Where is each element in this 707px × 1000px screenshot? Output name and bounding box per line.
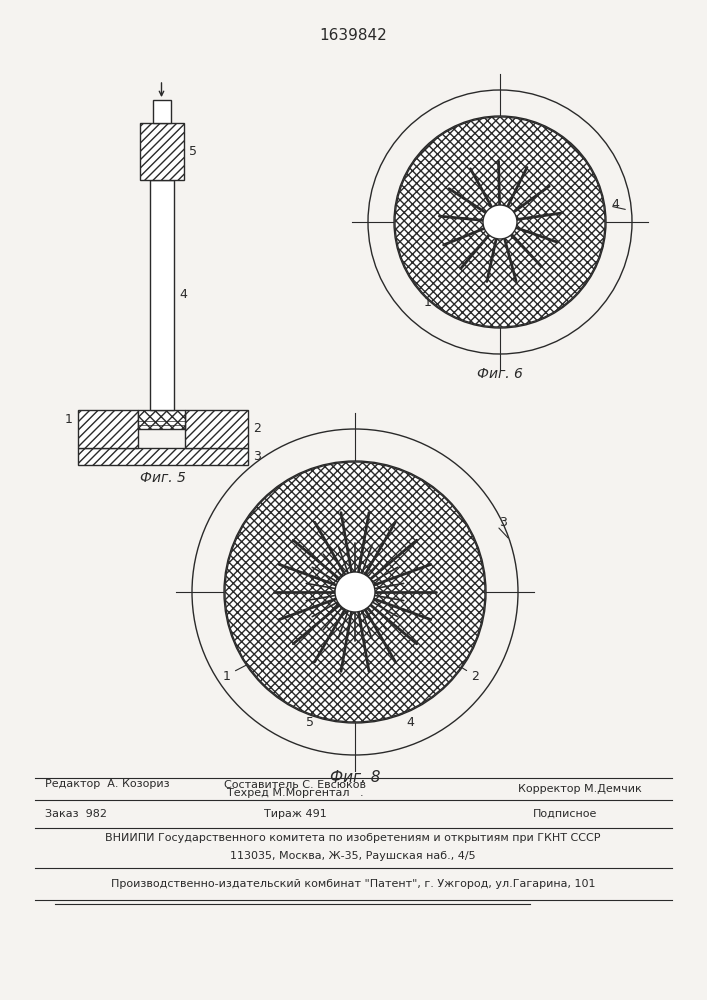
Text: Подписное: Подписное bbox=[533, 809, 597, 819]
Text: 1: 1 bbox=[424, 296, 432, 308]
Polygon shape bbox=[185, 410, 248, 448]
Polygon shape bbox=[139, 123, 184, 180]
Text: 2: 2 bbox=[471, 670, 479, 684]
Text: Редактор  А. Козориз: Редактор А. Козориз bbox=[45, 779, 170, 789]
Text: Заказ  982: Заказ 982 bbox=[45, 809, 107, 819]
Text: Производственно-издательский комбинат "Патент", г. Ужгород, ул.Гагарина, 101: Производственно-издательский комбинат "П… bbox=[111, 879, 595, 889]
Circle shape bbox=[395, 117, 605, 327]
Text: 3: 3 bbox=[253, 450, 261, 463]
Text: Фиг. 8: Фиг. 8 bbox=[329, 770, 380, 784]
Text: Составитель С. Евсюков: Составитель С. Евсюков bbox=[224, 780, 366, 790]
Circle shape bbox=[483, 205, 517, 239]
Text: 4: 4 bbox=[180, 288, 187, 302]
Text: ВНИИПИ Государственного комитета по изобретениям и открытиям при ГКНТ СССР: ВНИИПИ Государственного комитета по изоб… bbox=[105, 833, 601, 843]
Polygon shape bbox=[78, 448, 248, 465]
Polygon shape bbox=[138, 410, 185, 429]
Text: 4: 4 bbox=[406, 716, 414, 728]
Circle shape bbox=[394, 116, 606, 328]
Text: 113035, Москва, Ж-35, Раушская наб., 4/5: 113035, Москва, Ж-35, Раушская наб., 4/5 bbox=[230, 851, 476, 861]
Text: 1639842: 1639842 bbox=[319, 27, 387, 42]
Text: 3: 3 bbox=[499, 516, 507, 528]
Circle shape bbox=[224, 461, 486, 723]
Polygon shape bbox=[153, 100, 170, 123]
Circle shape bbox=[225, 462, 485, 722]
Text: Тираж 491: Тираж 491 bbox=[264, 809, 327, 819]
Circle shape bbox=[335, 572, 375, 612]
Polygon shape bbox=[149, 180, 173, 410]
Polygon shape bbox=[78, 410, 138, 448]
Text: 3: 3 bbox=[596, 237, 604, 250]
Text: Фиг. 5: Фиг. 5 bbox=[140, 471, 186, 485]
Text: Корректор М.Демчик: Корректор М.Демчик bbox=[518, 784, 642, 794]
Text: 4: 4 bbox=[611, 198, 619, 211]
Text: 2: 2 bbox=[253, 422, 261, 436]
Text: Техред М.Моргентал   .: Техред М.Моргентал . bbox=[227, 788, 363, 798]
Text: 1: 1 bbox=[223, 670, 231, 684]
Text: 2: 2 bbox=[436, 265, 444, 278]
Text: 1: 1 bbox=[65, 413, 73, 426]
Text: 5: 5 bbox=[189, 145, 197, 158]
Text: Фиг. 6: Фиг. 6 bbox=[477, 367, 523, 381]
Text: 5: 5 bbox=[306, 716, 314, 728]
